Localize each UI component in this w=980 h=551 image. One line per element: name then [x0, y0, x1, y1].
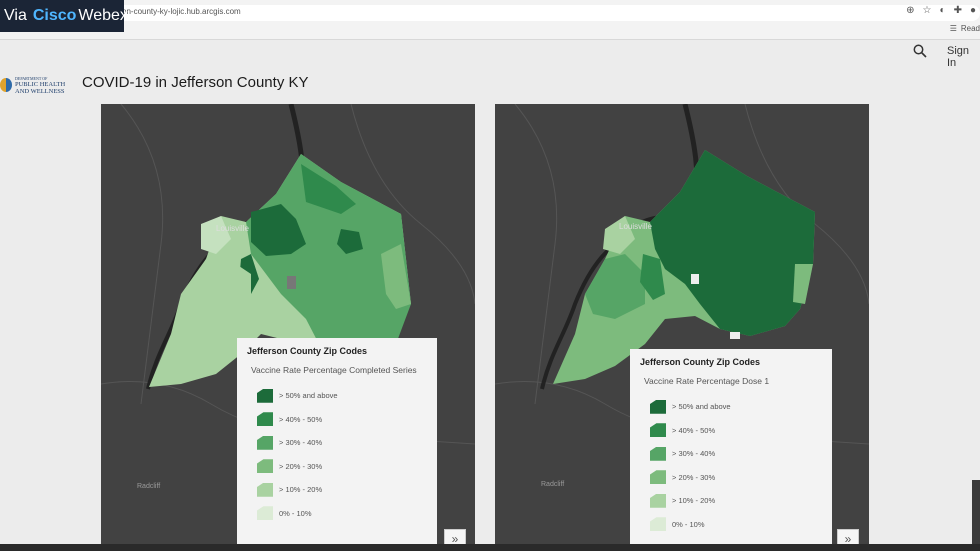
legend-item: > 30% - 40% [650, 442, 822, 466]
legend-item: > 30% - 40% [257, 431, 427, 455]
legend-panel: Jefferson County Zip Codes Vaccine Rate … [630, 349, 832, 551]
site-header: DEPARTMENT OF PUBLIC HEALTH AND WELLNESS… [0, 40, 980, 100]
chevron-double-right-icon: » [451, 532, 459, 546]
search-icon[interactable] [913, 44, 927, 61]
legend-title: Jefferson County Zip Codes [640, 357, 761, 367]
legend-label: > 40% - 50% [279, 414, 323, 424]
legend-label: > 20% - 30% [279, 461, 323, 471]
reading-list-label: Read [960, 24, 980, 33]
legend-swatch [650, 493, 666, 508]
page-title: COVID-19 in Jefferson County KY [82, 74, 309, 91]
browser-icons: ⊕ ☆ ◐ ✚ ● [906, 5, 976, 16]
puzzle-icon[interactable]: ✚ [953, 5, 962, 16]
legend-swatch [257, 412, 273, 427]
legend-label: 0% - 10% [672, 519, 705, 529]
bottom-bar [0, 544, 980, 551]
health-dept-logo[interactable]: DEPARTMENT OF PUBLIC HEALTH AND WELLNESS [0, 74, 70, 96]
legend-subtitle: Vaccine Rate Percentage Completed Series [251, 365, 417, 375]
legend-swatch [650, 470, 666, 485]
star-icon[interactable]: ☆ [922, 5, 932, 16]
legend-title: Jefferson County Zip Codes [247, 346, 368, 356]
map-canvas [101, 104, 475, 445]
legend-swatch [257, 435, 273, 450]
legend-label: > 10% - 20% [279, 485, 323, 495]
legend-label: > 30% - 40% [672, 449, 716, 459]
scrollbar[interactable] [972, 480, 980, 551]
legend-swatch [650, 446, 666, 461]
map-completed-series[interactable]: Louisville Radcliff Jefferson County Zip… [101, 104, 475, 551]
legend-label: 0% - 10% [279, 508, 312, 518]
map-dose-1[interactable]: Louisville Radcliff Jefferson County Zip… [495, 104, 869, 551]
legend-item: > 20% - 30% [650, 466, 822, 490]
logo-line2: PUBLIC HEALTH [15, 80, 66, 88]
legend-item: > 40% - 50% [257, 408, 427, 432]
browser-toolbar: son-county-ky-lojic.hub.arcgis.com ⊕ ☆ ◐… [0, 0, 980, 40]
webex-brand-webex: Webex [78, 7, 128, 24]
logo-line3: AND WELLNESS [15, 87, 65, 95]
webex-overlay: Via Cisco Webex [0, 0, 128, 32]
legend-panel: Jefferson County Zip Codes Vaccine Rate … [237, 338, 437, 551]
logo-line1: DEPARTMENT OF [15, 75, 48, 81]
legend-item: > 50% and above [650, 395, 822, 419]
extension-icon[interactable]: ◐ [939, 5, 946, 16]
sign-in-link[interactable]: Sign In [947, 45, 970, 69]
legend-item: > 10% - 20% [650, 489, 822, 513]
legend-label: > 10% - 20% [672, 496, 716, 506]
legend-swatch [257, 506, 273, 521]
legend-list: > 50% and above > 40% - 50% > 30% - 40% > 2… [640, 395, 822, 536]
seal-icon [0, 78, 12, 92]
place-label: Radcliff [541, 481, 565, 488]
city-label: Louisville [619, 222, 652, 231]
legend-item: > 10% - 20% [257, 478, 427, 502]
legend-label: > 40% - 50% [672, 425, 716, 435]
reading-list-icon: ☰ [949, 24, 957, 33]
legend-item: 0% - 10% [257, 502, 427, 526]
legend-item: > 20% - 30% [257, 455, 427, 479]
legend-list: > 50% and above > 40% - 50% > 30% - 40% > 2… [247, 384, 427, 525]
zoom-icon[interactable]: ⊕ [906, 5, 915, 16]
url-text: son-county-ky-lojic.hub.arcgis.com [118, 7, 241, 16]
legend-swatch [257, 482, 273, 497]
place-label: Radcliff [137, 483, 161, 490]
legend-subtitle: Vaccine Rate Percentage Dose 1 [644, 376, 770, 386]
legend-item: > 50% and above [257, 384, 427, 408]
address-bar[interactable]: son-county-ky-lojic.hub.arcgis.com [110, 5, 980, 21]
legend-swatch [257, 459, 273, 474]
reading-list[interactable]: ☰ Read [950, 24, 980, 33]
legend-swatch [650, 517, 666, 532]
chevron-double-right-icon: » [844, 532, 852, 546]
profile-icon[interactable]: ● [969, 5, 976, 16]
legend-label: > 20% - 30% [672, 472, 716, 482]
webex-via: Via [4, 7, 27, 24]
legend-swatch [650, 399, 666, 414]
legend-item: 0% - 10% [650, 513, 822, 537]
legend-label: > 50% and above [279, 391, 338, 401]
legend-swatch [650, 423, 666, 438]
legend-label: > 30% - 40% [279, 438, 323, 448]
legend-label: > 50% and above [672, 402, 731, 412]
legend-swatch [257, 388, 273, 403]
legend-item: > 40% - 50% [650, 419, 822, 443]
city-label: Louisville [216, 224, 249, 233]
webex-brand-cisco: Cisco [32, 7, 77, 24]
map-canvas [495, 104, 869, 445]
